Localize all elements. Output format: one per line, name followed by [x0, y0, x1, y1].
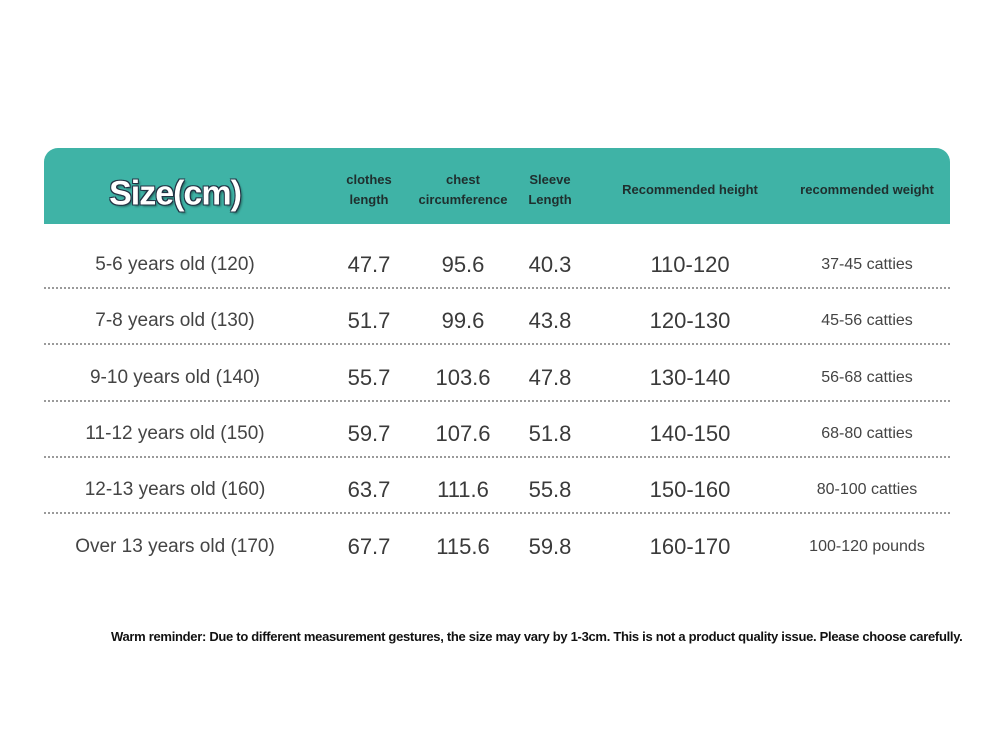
- table-cell: 12-13 years old (160): [84, 479, 266, 500]
- table-cell: 47.8: [528, 365, 572, 390]
- header-cell: Size(cm): [109, 174, 242, 213]
- table-cell: 67.7: [347, 534, 391, 559]
- table-cell: 107.6: [435, 421, 491, 446]
- table-cell: 80-100 catties: [816, 481, 918, 498]
- table-cell: 130-140: [649, 365, 731, 390]
- row-divider: [44, 512, 950, 514]
- table-cell: 55.7: [347, 365, 391, 390]
- table-cell: 47.7: [347, 252, 391, 277]
- header-cell: Sleeve Length: [528, 172, 572, 207]
- table-cell: Over 13 years old (170): [75, 536, 275, 557]
- table-cell: 110-120: [650, 252, 730, 277]
- table-cell: 40.3: [528, 252, 572, 277]
- table-cell: 45-56 catties: [821, 312, 913, 329]
- header-cell: recommended weight: [800, 182, 934, 197]
- table-cell: 51.7: [347, 308, 391, 333]
- table-cell: 160-170: [649, 534, 731, 559]
- table-cell: 68-80 catties: [821, 425, 913, 442]
- row-divider: [44, 287, 950, 289]
- table-cell: 55.8: [528, 477, 572, 502]
- table-cell: 59.8: [528, 534, 572, 559]
- table-cell: 95.6: [441, 252, 485, 277]
- table-cell: 51.8: [528, 421, 572, 446]
- row-divider: [44, 400, 950, 402]
- table-cell: 111.6: [437, 477, 489, 502]
- row-divider: [44, 456, 950, 458]
- header-cell: clothes length: [346, 172, 392, 207]
- header-cell: Recommended height: [622, 182, 758, 197]
- table-cell: 7-8 years old (130): [95, 310, 255, 331]
- table-cell: 150-160: [649, 477, 731, 502]
- table-cell: 59.7: [347, 421, 391, 446]
- table-cell: 5-6 years old (120): [95, 254, 255, 275]
- table-cell: 103.6: [435, 365, 491, 390]
- table-cell: 115.6: [436, 534, 490, 559]
- table-cell: 63.7: [347, 477, 391, 502]
- header-cell: chest circumference: [418, 172, 508, 207]
- row-divider: [44, 343, 950, 345]
- table-cell: 9-10 years old (140): [89, 367, 261, 388]
- header-band: [44, 148, 950, 224]
- table-cell: 99.6: [441, 308, 485, 333]
- table-cell: 43.8: [528, 308, 572, 333]
- table-cell: 100-120 pounds: [809, 538, 925, 555]
- table-cell: 140-150: [649, 421, 731, 446]
- table-cell: 11-12 years old (150): [85, 423, 265, 444]
- reminder-note: Warm reminder: Due to different measurem…: [111, 629, 963, 644]
- table-cell: 56-68 catties: [821, 369, 913, 386]
- table-cell: 120-130: [649, 308, 731, 333]
- table-cell: 37-45 catties: [821, 256, 913, 273]
